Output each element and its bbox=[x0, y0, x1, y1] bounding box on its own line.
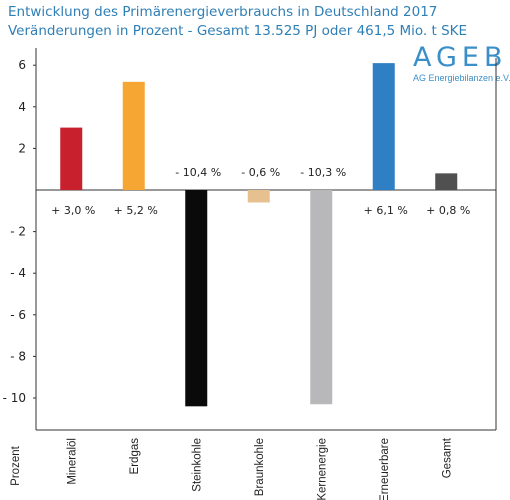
logo-wordmark: AGEB bbox=[413, 42, 508, 73]
bar-erneuerbare bbox=[372, 63, 395, 191]
y-tick-label: 6 bbox=[18, 58, 26, 72]
y-tick-label: - 10 bbox=[3, 391, 26, 405]
value-label: - 10,4 % bbox=[175, 166, 221, 179]
category-label: Braunkohle bbox=[254, 438, 266, 496]
y-axis: 6 4 2 - 2 - 4 - 6 - 8 - 10 Prozent bbox=[3, 48, 497, 486]
category-label: Steinkohle bbox=[191, 438, 203, 492]
bar-steinkohle bbox=[185, 190, 208, 407]
value-label: + 6,1 % bbox=[364, 204, 408, 217]
y-tick-label: - 6 bbox=[10, 308, 26, 322]
value-label: + 5,2 % bbox=[114, 204, 158, 217]
y-axis-label: Prozent bbox=[10, 445, 22, 485]
category-labels: Mineralöl Erdgas Steinkohle Braunkohle Kerne… bbox=[66, 437, 453, 500]
y-tick-label: 4 bbox=[18, 100, 26, 114]
bar-kernenergie bbox=[310, 190, 333, 405]
category-label: Gesamt bbox=[441, 437, 453, 478]
bar-braunkohle bbox=[247, 190, 270, 203]
logo-subtitle: AG Energiebilanzen e.V. bbox=[413, 73, 510, 83]
bar-erdgas bbox=[122, 81, 145, 190]
category-label: Erdgas bbox=[129, 438, 141, 475]
value-label: - 0,6 % bbox=[241, 166, 280, 179]
value-label: + 0,8 % bbox=[426, 204, 470, 217]
y-tick-label: - 4 bbox=[10, 266, 26, 280]
category-label: Erneuerbare bbox=[379, 438, 391, 500]
y-tick-label: 2 bbox=[18, 141, 26, 155]
chart-title-line-2: Veränderungen in Prozent - Gesamt 13.525… bbox=[8, 23, 468, 39]
chart-title-line-1: Entwicklung des Primärenergieverbrauchs … bbox=[8, 4, 438, 20]
ageb-logo: AGEB AG Energiebilanzen e.V. bbox=[413, 42, 510, 84]
bars bbox=[60, 63, 458, 407]
value-label: - 10,3 % bbox=[300, 166, 346, 179]
bar-mineralöl bbox=[60, 127, 83, 190]
y-tick-label: - 8 bbox=[10, 349, 26, 363]
value-label: + 3,0 % bbox=[51, 204, 95, 217]
category-label: Kernenergie bbox=[316, 438, 328, 500]
value-labels: + 3,0 % + 5,2 % - 10,4 % - 0,6 % - 10,3 % + 6… bbox=[51, 166, 470, 217]
bar-gesamt bbox=[435, 173, 458, 190]
category-label: Mineralöl bbox=[66, 438, 78, 485]
y-tick-label: - 2 bbox=[10, 225, 26, 239]
